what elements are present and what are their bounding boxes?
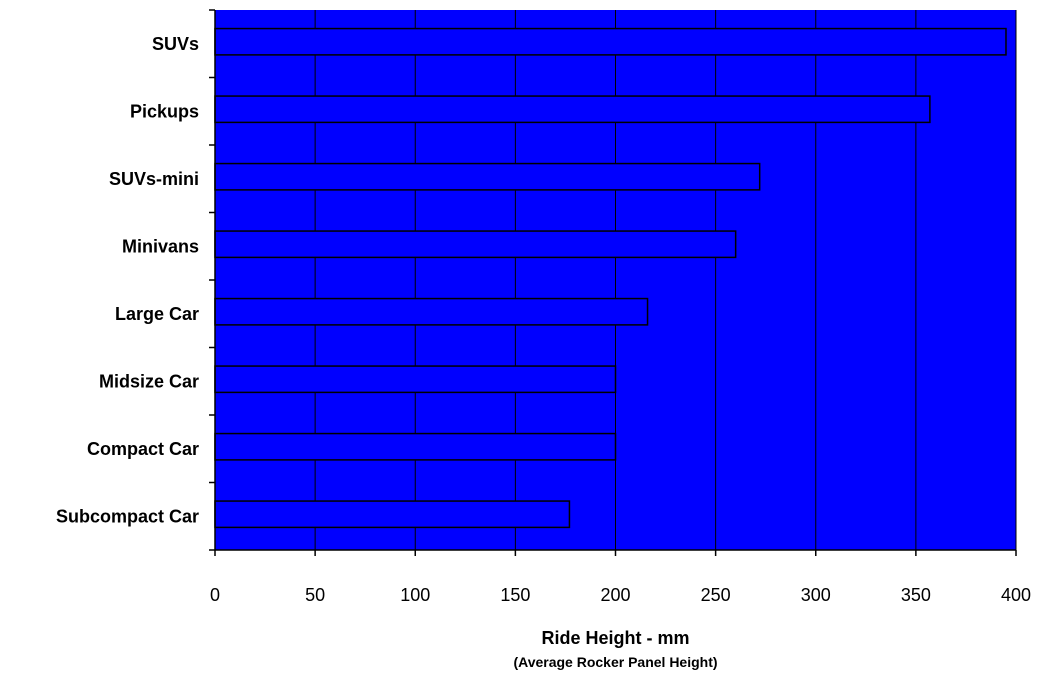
x-tick-label: 50: [305, 585, 325, 605]
category-label: Minivans: [122, 236, 199, 256]
axes: [209, 9, 1017, 556]
category-label: Compact Car: [87, 439, 199, 459]
x-axis-title: Ride Height - mm: [541, 628, 689, 648]
bar-pickups: [214, 95, 931, 124]
bar-suvs: [214, 27, 1007, 56]
x-tick-label: 0: [210, 585, 220, 605]
bar-compact-car: [214, 432, 617, 461]
x-tick-label: 300: [801, 585, 831, 605]
bar-large-car: [214, 297, 649, 326]
x-tick-label: 400: [1001, 585, 1031, 605]
category-label: SUVs-mini: [109, 169, 199, 189]
bar-midsize-car: [214, 365, 617, 394]
x-tick-label: 250: [701, 585, 731, 605]
x-tick-labels: 0 50 100 150 200 250 300 350 400: [210, 585, 1031, 605]
bar-suvs-mini: [214, 162, 761, 191]
category-label: Large Car: [115, 304, 199, 324]
x-tick-label: 100: [400, 585, 430, 605]
x-axis-subtitle: (Average Rocker Panel Height): [513, 654, 717, 670]
x-tick-label: 200: [600, 585, 630, 605]
bar-minivans: [214, 230, 737, 259]
category-labels: SUVs Pickups SUVs-mini Minivans Large Car Mid…: [56, 34, 199, 527]
x-tick-label: 150: [500, 585, 530, 605]
category-label: Pickups: [130, 101, 199, 121]
category-label: Subcompact Car: [56, 506, 199, 526]
bar-subcompact-car: [214, 500, 571, 529]
x-tick-label: 350: [901, 585, 931, 605]
category-label: Midsize Car: [99, 371, 199, 391]
category-label: SUVs: [152, 34, 199, 54]
